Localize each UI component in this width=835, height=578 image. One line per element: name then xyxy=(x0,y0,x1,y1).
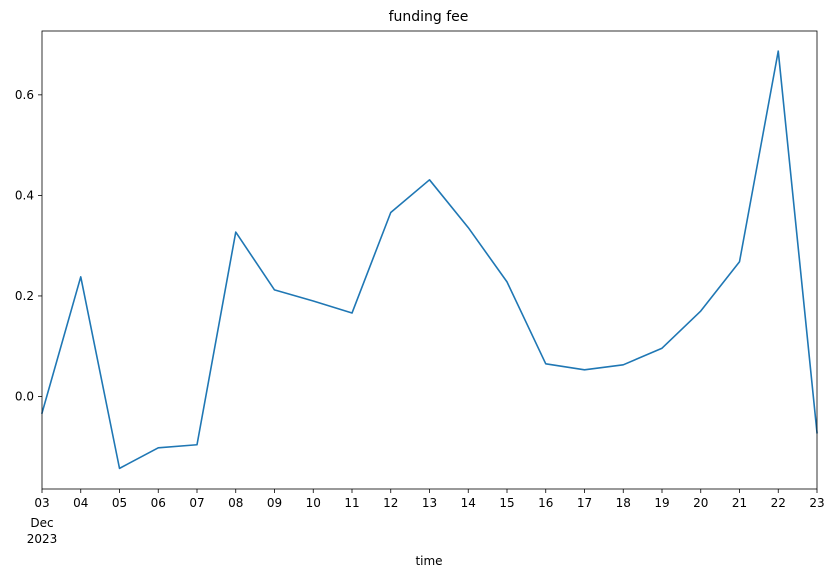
x-tick-label: 03 xyxy=(34,496,49,510)
y-axis-ticks: 0.0 0.2 0.4 0.6 xyxy=(15,88,42,403)
x-tick-label: 05 xyxy=(112,496,127,510)
chart-title: funding fee xyxy=(389,9,469,25)
y-tick-label: 0.6 xyxy=(15,88,34,102)
series-line xyxy=(41,50,818,470)
axes-frame xyxy=(41,30,818,490)
x-tick-label: 15 xyxy=(499,496,514,510)
x-tick-sublabel: 2023 xyxy=(27,532,58,546)
x-axis-ticks: 03 04 05 06 07 08 09 10 11 12 13 14 15 16 17 18 19 20 21 22… xyxy=(27,489,825,546)
x-tick-label: 19 xyxy=(654,496,669,510)
x-tick-label: 21 xyxy=(732,496,747,510)
y-tick-label: 0.4 xyxy=(15,188,34,202)
x-tick-label: 07 xyxy=(189,496,204,510)
y-tick-label: 0.0 xyxy=(15,389,34,403)
x-tick-label: 20 xyxy=(693,496,708,510)
x-tick-label: 22 xyxy=(771,496,786,510)
x-tick-label: 13 xyxy=(422,496,437,510)
x-tick-label: 04 xyxy=(73,496,88,510)
x-tick-label: 10 xyxy=(306,496,321,510)
x-tick-label: 08 xyxy=(228,496,243,510)
x-tick-sublabel: Dec xyxy=(30,516,53,530)
x-tick-label: 06 xyxy=(151,496,166,510)
x-tick-label: 09 xyxy=(267,496,282,510)
x-tick-label: 18 xyxy=(616,496,631,510)
x-tick-label: 11 xyxy=(344,496,359,510)
plot-area xyxy=(41,50,818,470)
y-tick-label: 0.2 xyxy=(15,289,34,303)
x-tick-label: 14 xyxy=(461,496,476,510)
x-axis-label: time xyxy=(415,554,442,568)
x-tick-label: 17 xyxy=(577,496,592,510)
x-tick-label: 23 xyxy=(809,496,824,510)
x-tick-label: 12 xyxy=(383,496,398,510)
x-tick-label: 16 xyxy=(538,496,553,510)
